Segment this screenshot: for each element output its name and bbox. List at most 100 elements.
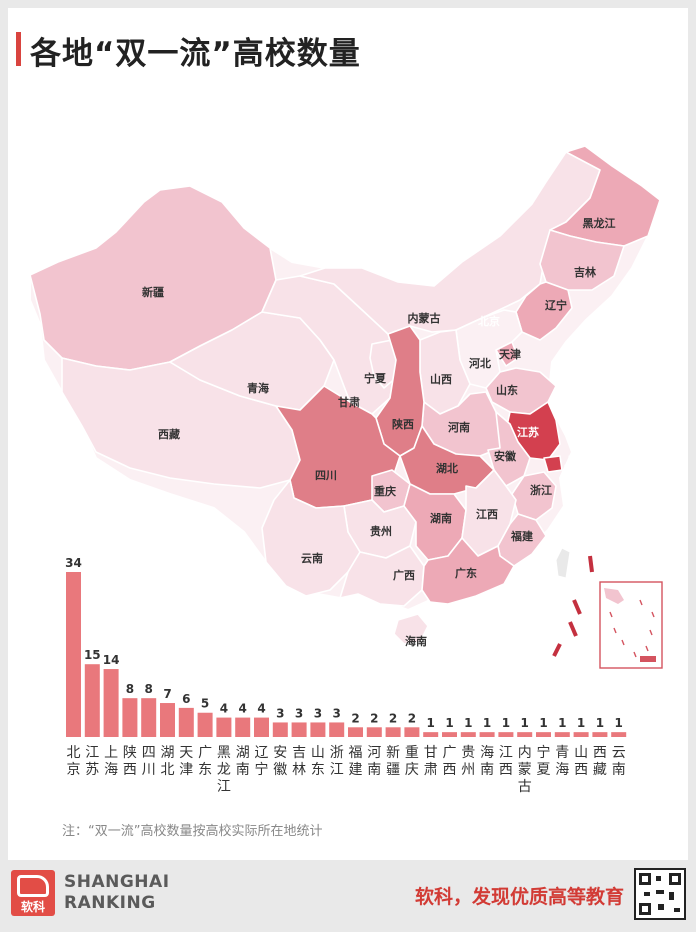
region-海南: [393, 613, 429, 645]
map-label-湖南: 湖南: [430, 511, 452, 525]
bar-label-吉林: 吉林: [292, 745, 306, 778]
title-accent-bar: [16, 32, 21, 66]
bar-新疆: [385, 727, 401, 737]
bar-甘肃: [423, 732, 439, 737]
bar-青海: [554, 732, 570, 737]
bar-label-北京: 北京: [67, 745, 81, 778]
bar-value-天津: 6: [182, 692, 190, 706]
bar-label-四川: 四川: [142, 745, 156, 778]
bar-label-重庆: 重庆: [405, 745, 419, 778]
bar-value-陕西: 8: [126, 682, 134, 696]
bar-value-甘肃: 1: [427, 716, 435, 730]
bar-label-浙江: 浙江: [330, 745, 344, 778]
bar-label-新疆: 新疆: [386, 745, 400, 778]
bar-value-广西: 1: [445, 716, 453, 730]
bar-福建: [348, 727, 363, 737]
footnote: 注：“双一流”高校数量按高校实际所在地统计: [62, 824, 323, 839]
map-label-重庆: 重庆: [374, 484, 396, 498]
region-云南: [261, 479, 361, 597]
bar-label-安徽: 安徽: [273, 745, 287, 778]
map-label-福建: 福建: [510, 529, 534, 543]
bar-value-贵州: 1: [464, 716, 472, 730]
bar-label-福建: 福建: [349, 745, 363, 778]
logo-text: 软科: [20, 900, 45, 914]
map-label-贵州: 贵州: [370, 524, 392, 538]
bar-value-重庆: 2: [408, 711, 416, 725]
map-label-天津: 天津: [499, 347, 521, 361]
page-title: 各地“双一流”高校数量: [30, 36, 361, 72]
bar-西藏: [592, 732, 608, 737]
bar-label-天津: 天津: [179, 745, 193, 778]
region-taiwan: [555, 547, 571, 579]
map-label-山东: 山东: [496, 383, 518, 397]
footer: 软科 SHANGHAI RANKING 软科，发现优质高等教育: [0, 860, 696, 932]
map-label-河南: 河南: [448, 420, 470, 434]
region-上海: [543, 455, 563, 473]
bar-label-湖南: 湖南: [236, 745, 250, 778]
map-label-青海: 青海: [247, 381, 269, 395]
bar-label-贵州: 贵州: [461, 745, 475, 778]
bar-内蒙古: [517, 732, 533, 737]
bar-value-青海: 1: [558, 716, 566, 730]
map-label-安徽: 安徽: [494, 449, 517, 463]
bar-value-江西: 1: [502, 716, 510, 730]
map-label-江西: 江西: [476, 507, 498, 521]
bar-label-甘肃: 甘肃: [424, 745, 438, 778]
bar-value-宁夏: 1: [539, 716, 547, 730]
region-辽宁: [515, 281, 573, 341]
bar-value-湖北: 7: [163, 687, 171, 701]
map-label-河北: 河北: [469, 356, 491, 370]
slogan: 软科，发现优质高等教育: [415, 886, 625, 908]
bar-宁夏: [536, 732, 551, 737]
bar-label-黑龙江: 黑龙江: [217, 745, 231, 795]
bar-value-黑龙江: 4: [220, 702, 228, 716]
bar-label-山西: 山西: [574, 745, 588, 778]
bar-value-山东: 3: [314, 706, 322, 720]
nine-dash-segment: [568, 621, 578, 637]
map-label-新疆: 新疆: [142, 285, 164, 299]
south-china-sea-inset: [599, 581, 663, 669]
bar-陕西: [122, 698, 138, 737]
qr-code-icon: [634, 868, 686, 920]
map-label-黑龙江: 黑龙江: [583, 216, 616, 230]
bar-辽宁: [254, 717, 269, 737]
region-安徽: [487, 411, 531, 487]
bar-value-北京: 34: [65, 556, 82, 570]
bar-重庆: [404, 727, 420, 737]
bar-label-云南: 云南: [612, 745, 626, 778]
bar-value-辽宁: 4: [257, 702, 265, 716]
bar-value-云南: 1: [615, 716, 623, 730]
map-label-内蒙古: 内蒙古: [408, 311, 441, 325]
bar-chart: 34 北京 15 江苏 14 上海 8 陕西 8 四川 7 湖北 6 天津 5 广东 4 黑龙江 4 湖南 4 辽宁 3 安徽…: [65, 556, 627, 795]
map-label-广西: 广西: [393, 568, 415, 582]
map-and-bar-chart: 新疆西藏青海甘肃内蒙古宁夏黑龙江吉林辽宁北京天津河北山西山东河南陕西江苏上海安徽…: [29, 144, 663, 795]
bar-label-西藏: 西藏: [593, 745, 607, 778]
bar-山西: [573, 732, 589, 737]
bar-value-海南: 1: [483, 716, 491, 730]
nine-dash-segment: [552, 643, 562, 657]
bar-label-广东: 广东: [198, 745, 212, 778]
bar-value-西藏: 1: [596, 716, 604, 730]
bar-label-内蒙古: 内蒙古: [518, 745, 532, 795]
bar-label-山东: 山东: [311, 745, 325, 778]
bar-山东: [310, 722, 326, 737]
map-label-山西: 山西: [430, 372, 452, 386]
map-label-云南: 云南: [301, 551, 323, 565]
bar-湖南: [235, 717, 251, 737]
map-label-吉林: 吉林: [574, 265, 596, 279]
bar-广西: [442, 732, 457, 737]
logo-mark-icon: [17, 875, 49, 897]
bar-广东: [197, 712, 213, 737]
bar-value-湖南: 4: [239, 702, 247, 716]
brand-line-2: RANKING: [64, 893, 156, 913]
bar-江苏: [84, 664, 100, 737]
bar-label-青海: 青海: [555, 745, 569, 778]
map-label-江苏: 江苏: [517, 425, 539, 439]
bar-value-新疆: 2: [389, 711, 397, 725]
brand-line-1: SHANGHAI: [64, 872, 170, 892]
nine-dash-segment: [588, 555, 594, 573]
bar-label-江西: 江西: [499, 745, 513, 778]
nine-dash-segment: [572, 599, 582, 615]
bar-四川: [141, 698, 157, 737]
bar-value-广东: 5: [201, 697, 209, 711]
